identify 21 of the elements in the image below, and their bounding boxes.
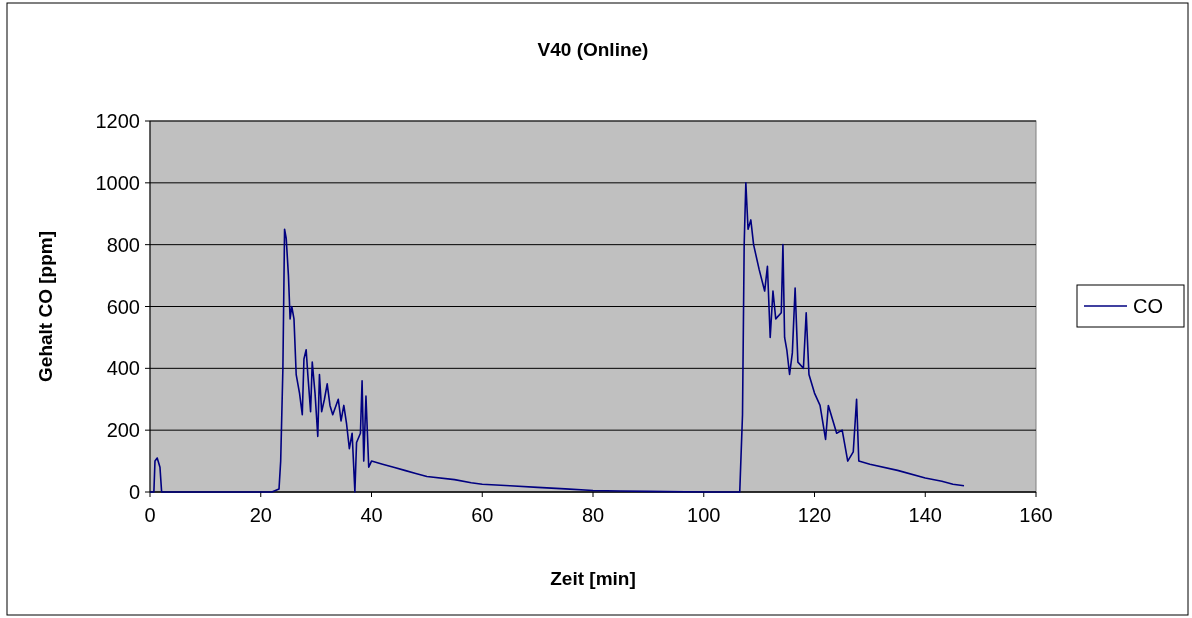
x-tick-label: 100 bbox=[687, 504, 721, 526]
x-tick-label: 140 bbox=[908, 504, 942, 526]
x-tick-label: 20 bbox=[249, 504, 272, 526]
x-tick-label: 60 bbox=[471, 504, 494, 526]
y-tick-label: 600 bbox=[106, 295, 140, 318]
x-tick-label: 160 bbox=[1019, 504, 1053, 526]
y-axis-title: Gehalt CO [ppm] bbox=[35, 231, 56, 382]
y-tick-label: 400 bbox=[106, 357, 140, 380]
x-tick-label: 40 bbox=[360, 504, 383, 526]
y-tick-label: 1000 bbox=[95, 171, 140, 194]
y-tick-label: 200 bbox=[106, 419, 140, 442]
x-tick-label: 80 bbox=[581, 504, 605, 526]
x-tick-label: 120 bbox=[797, 504, 832, 526]
x-axis-title: Zeit [min] bbox=[550, 568, 636, 589]
y-tick-label: 800 bbox=[106, 233, 140, 256]
legend-label: CO bbox=[1133, 295, 1163, 317]
y-tick-label: 0 bbox=[128, 481, 140, 503]
y-tick-label: 1200 bbox=[95, 110, 140, 132]
chart-title: V40 (Online) bbox=[537, 39, 649, 60]
line-series bbox=[149, 182, 965, 493]
x-tick-label: 0 bbox=[144, 504, 156, 526]
